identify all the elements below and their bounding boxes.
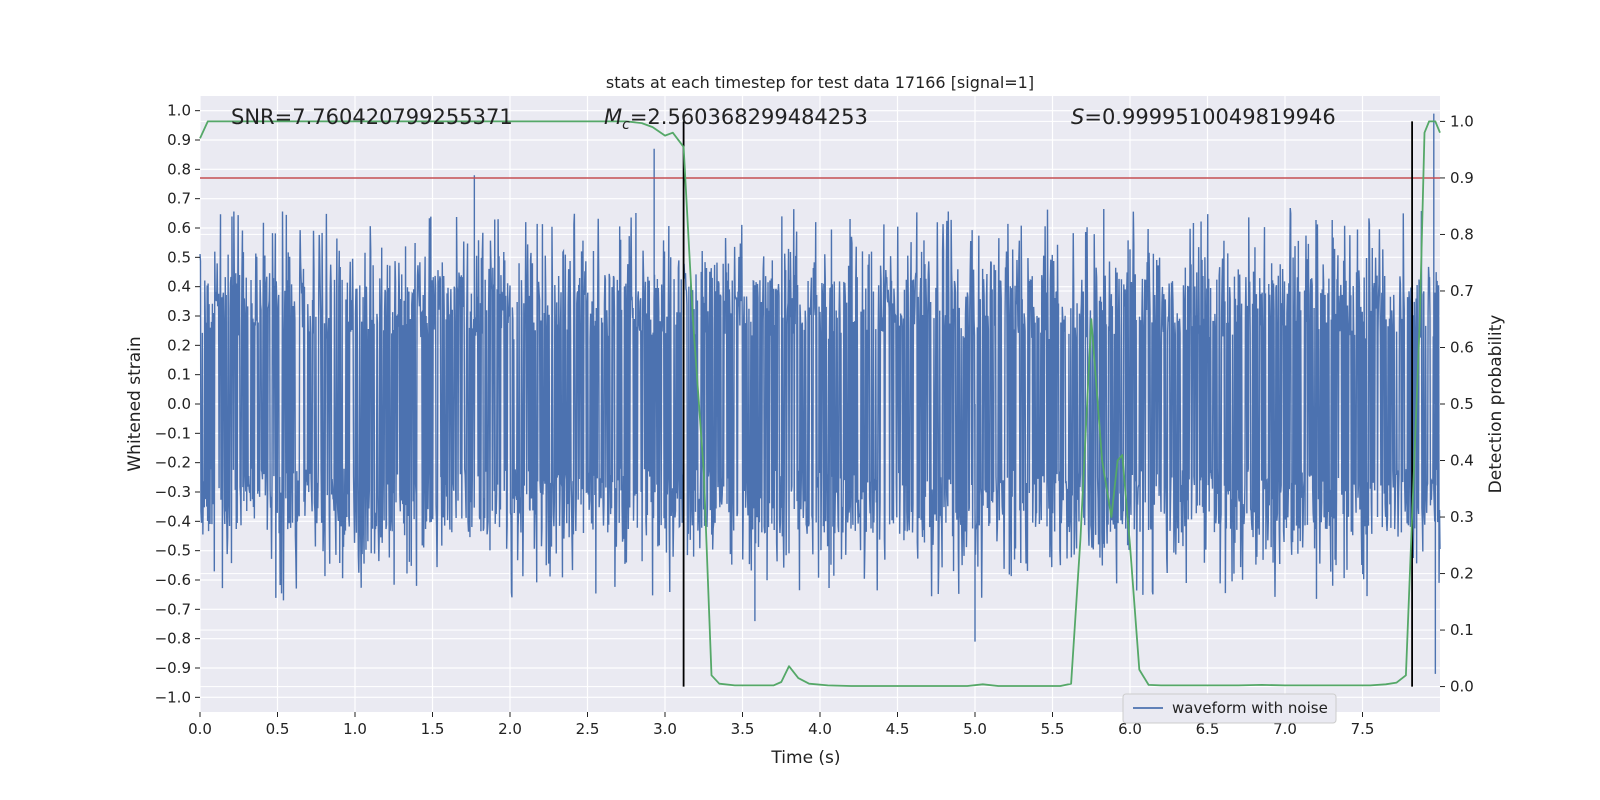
y2-axis-label: Detection probability — [1486, 315, 1506, 494]
y-tick-label-18: −0.8 — [155, 630, 191, 648]
y-tick-label-4: 0.6 — [167, 219, 191, 237]
y-tick-label-20: −1.0 — [155, 688, 191, 706]
y-axis-label: Whitened strain — [125, 336, 145, 471]
y-tick-label-5: 0.5 — [167, 248, 191, 266]
y2-tick-label-3: 0.7 — [1450, 282, 1474, 300]
x-tick-labels: 0.0 0.5 1.0 1.5 2.0 2.5 3.0 3.5 4.0 4.5 5.0 5.5 6.0 6… — [188, 712, 1374, 738]
y-tick-label-17: −0.7 — [155, 600, 191, 618]
x-tick-label-4: 2.0 — [498, 720, 522, 738]
x-tick-label-5: 2.5 — [576, 720, 600, 738]
y-tick-label-1: 0.9 — [167, 131, 191, 149]
y2-tick-label-9: 0.1 — [1450, 621, 1474, 639]
y-tick-label-7: 0.3 — [167, 307, 191, 325]
y-tick-label-0: 1.0 — [167, 102, 191, 120]
x-tick-label-15: 7.5 — [1351, 720, 1375, 738]
snr-annotation: SNR=7.760420799255371 — [231, 105, 513, 129]
y-tick-label-10: 0.0 — [167, 395, 191, 413]
detection-probability-line — [199, 120, 1441, 687]
y-tick-label-3: 0.7 — [167, 190, 191, 208]
y2-tick-label-8: 0.2 — [1450, 565, 1474, 583]
legend-label: waveform with noise — [1172, 699, 1328, 717]
y-tick-label-14: −0.4 — [155, 512, 191, 530]
y-tick-label-16: −0.6 — [155, 571, 191, 589]
y-tick-label-9: 0.1 — [167, 366, 191, 384]
x-tick-label-1: 0.5 — [266, 720, 290, 738]
x-tick-label-0: 0.0 — [188, 720, 212, 738]
y-tick-label-19: −0.9 — [155, 659, 191, 677]
x-tick-label-9: 4.5 — [886, 720, 910, 738]
y2-tick-label-1: 0.9 — [1450, 169, 1474, 187]
y2-tick-label-5: 0.5 — [1450, 395, 1474, 413]
waveform-with-noise-trace — [199, 113, 1441, 674]
chart-title: stats at each timestep for test data 171… — [606, 73, 1034, 92]
y2-tick-label-2: 0.8 — [1450, 225, 1474, 243]
x-axis-label: Time (s) — [770, 748, 840, 768]
y2-tick-label-10: 0.0 — [1450, 678, 1474, 696]
chirp-mass-annotation: Mc=2.560368299484253 — [604, 105, 868, 133]
chirp-mass-value: =2.560368299484253 — [630, 105, 868, 129]
x-tick-label-6: 3.0 — [653, 720, 677, 738]
x-tick-label-13: 6.5 — [1196, 720, 1220, 738]
y-tick-label-8: 0.2 — [167, 336, 191, 354]
score-annotation: S=0.9999510049819946 — [1071, 105, 1336, 129]
chirp-mass-subscript: c — [622, 117, 630, 133]
score-symbol: S — [1071, 105, 1084, 129]
legend-box — [1122, 693, 1337, 724]
waveform-series — [199, 113, 1441, 674]
score-value: =0.9999510049819946 — [1084, 105, 1335, 129]
y2-tick-label-0: 1.0 — [1450, 112, 1474, 130]
y-tick-label-2: 0.8 — [167, 160, 191, 178]
y-tick-label-6: 0.4 — [167, 278, 191, 296]
y-tick-labels: 1.0 0.9 0.8 0.7 0.6 0.5 0.4 0.3 0.2 0.1 0.0 −0.1 −0.… — [155, 102, 200, 706]
x-tick-label-7: 3.5 — [731, 720, 755, 738]
legend: waveform with noise — [1122, 693, 1337, 724]
x-tick-label-2: 1.0 — [343, 720, 367, 738]
x-tick-label-14: 7.0 — [1273, 720, 1297, 738]
x-tick-label-11: 5.5 — [1041, 720, 1065, 738]
x-tick-label-8: 4.0 — [808, 720, 832, 738]
x-tick-label-10: 5.0 — [963, 720, 987, 738]
y-tick-label-11: −0.1 — [155, 424, 191, 442]
y2-tick-labels: 1.0 0.9 0.8 0.7 0.6 0.5 0.4 0.3 0.2 0.1 0.0 — [1440, 112, 1474, 696]
y-tick-label-13: −0.3 — [155, 483, 191, 501]
y-tick-label-12: −0.2 — [155, 454, 191, 472]
x-tick-label-3: 1.5 — [421, 720, 445, 738]
y2-tick-label-6: 0.4 — [1450, 452, 1474, 470]
chirp-mass-symbol: M — [604, 105, 622, 129]
y2-tick-label-4: 0.6 — [1450, 338, 1474, 356]
y-tick-label-15: −0.5 — [155, 542, 191, 560]
x-tick-label-12: 6.0 — [1118, 720, 1142, 738]
detection-markers — [682, 121, 1413, 687]
y2-tick-label-7: 0.3 — [1450, 508, 1474, 526]
